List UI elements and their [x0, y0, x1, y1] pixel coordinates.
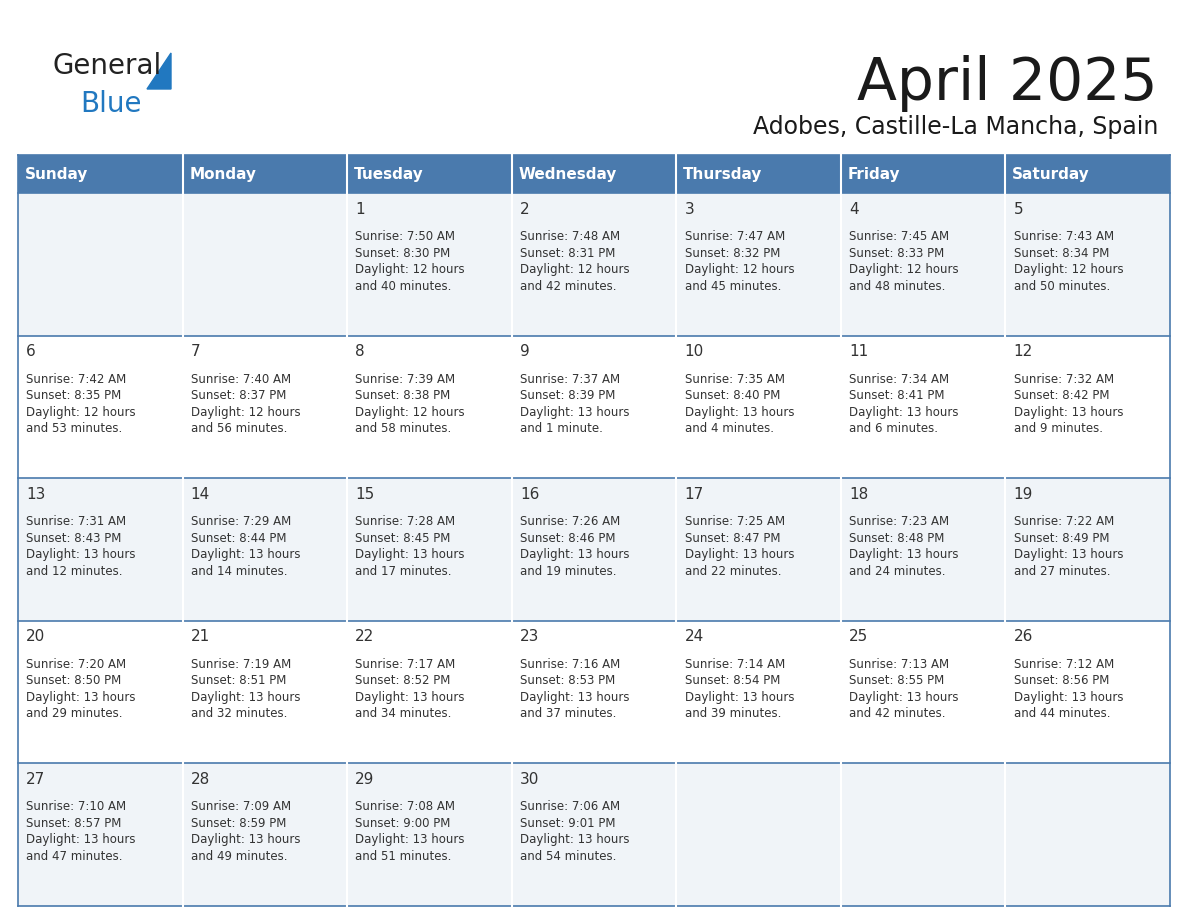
- Text: Sunrise: 7:13 AM
Sunset: 8:55 PM
Daylight: 13 hours
and 42 minutes.: Sunrise: 7:13 AM Sunset: 8:55 PM Dayligh…: [849, 658, 959, 721]
- Text: Sunrise: 7:26 AM
Sunset: 8:46 PM
Daylight: 13 hours
and 19 minutes.: Sunrise: 7:26 AM Sunset: 8:46 PM Dayligh…: [520, 515, 630, 577]
- Text: Sunrise: 7:19 AM
Sunset: 8:51 PM
Daylight: 13 hours
and 32 minutes.: Sunrise: 7:19 AM Sunset: 8:51 PM Dayligh…: [191, 658, 301, 721]
- Text: Sunrise: 7:47 AM
Sunset: 8:32 PM
Daylight: 12 hours
and 45 minutes.: Sunrise: 7:47 AM Sunset: 8:32 PM Dayligh…: [684, 230, 794, 293]
- Bar: [18, 193, 1170, 336]
- Text: Sunrise: 7:31 AM
Sunset: 8:43 PM
Daylight: 13 hours
and 12 minutes.: Sunrise: 7:31 AM Sunset: 8:43 PM Dayligh…: [26, 515, 135, 577]
- Text: 16: 16: [520, 487, 539, 502]
- Text: 25: 25: [849, 630, 868, 644]
- Text: 4: 4: [849, 202, 859, 217]
- Text: Tuesday: Tuesday: [354, 166, 423, 182]
- Text: 21: 21: [191, 630, 210, 644]
- Text: Sunrise: 7:50 AM
Sunset: 8:30 PM
Daylight: 12 hours
and 40 minutes.: Sunrise: 7:50 AM Sunset: 8:30 PM Dayligh…: [355, 230, 465, 293]
- Text: Sunrise: 7:29 AM
Sunset: 8:44 PM
Daylight: 13 hours
and 14 minutes.: Sunrise: 7:29 AM Sunset: 8:44 PM Dayligh…: [191, 515, 301, 577]
- Text: Sunrise: 7:28 AM
Sunset: 8:45 PM
Daylight: 13 hours
and 17 minutes.: Sunrise: 7:28 AM Sunset: 8:45 PM Dayligh…: [355, 515, 465, 577]
- Text: 6: 6: [26, 344, 36, 359]
- Bar: [18, 621, 1170, 764]
- Text: Adobes, Castille-La Mancha, Spain: Adobes, Castille-La Mancha, Spain: [753, 115, 1158, 139]
- Text: 17: 17: [684, 487, 703, 502]
- Text: Sunrise: 7:20 AM
Sunset: 8:50 PM
Daylight: 13 hours
and 29 minutes.: Sunrise: 7:20 AM Sunset: 8:50 PM Dayligh…: [26, 658, 135, 721]
- Text: 24: 24: [684, 630, 703, 644]
- Text: Saturday: Saturday: [1012, 166, 1089, 182]
- Text: Sunrise: 7:14 AM
Sunset: 8:54 PM
Daylight: 13 hours
and 39 minutes.: Sunrise: 7:14 AM Sunset: 8:54 PM Dayligh…: [684, 658, 794, 721]
- Text: Sunrise: 7:37 AM
Sunset: 8:39 PM
Daylight: 13 hours
and 1 minute.: Sunrise: 7:37 AM Sunset: 8:39 PM Dayligh…: [520, 373, 630, 435]
- Text: Sunrise: 7:23 AM
Sunset: 8:48 PM
Daylight: 13 hours
and 24 minutes.: Sunrise: 7:23 AM Sunset: 8:48 PM Dayligh…: [849, 515, 959, 577]
- Text: General: General: [52, 52, 162, 80]
- Text: Sunrise: 7:40 AM
Sunset: 8:37 PM
Daylight: 12 hours
and 56 minutes.: Sunrise: 7:40 AM Sunset: 8:37 PM Dayligh…: [191, 373, 301, 435]
- Text: Sunrise: 7:48 AM
Sunset: 8:31 PM
Daylight: 12 hours
and 42 minutes.: Sunrise: 7:48 AM Sunset: 8:31 PM Dayligh…: [520, 230, 630, 293]
- Bar: [18, 764, 1170, 906]
- Text: 2: 2: [520, 202, 530, 217]
- Text: Sunrise: 7:12 AM
Sunset: 8:56 PM
Daylight: 13 hours
and 44 minutes.: Sunrise: 7:12 AM Sunset: 8:56 PM Dayligh…: [1013, 658, 1123, 721]
- Text: 18: 18: [849, 487, 868, 502]
- Text: 20: 20: [26, 630, 45, 644]
- Text: Sunrise: 7:45 AM
Sunset: 8:33 PM
Daylight: 12 hours
and 48 minutes.: Sunrise: 7:45 AM Sunset: 8:33 PM Dayligh…: [849, 230, 959, 293]
- Text: 9: 9: [520, 344, 530, 359]
- Text: Wednesday: Wednesday: [518, 166, 617, 182]
- Text: 1: 1: [355, 202, 365, 217]
- Text: 8: 8: [355, 344, 365, 359]
- Text: Sunrise: 7:09 AM
Sunset: 8:59 PM
Daylight: 13 hours
and 49 minutes.: Sunrise: 7:09 AM Sunset: 8:59 PM Dayligh…: [191, 800, 301, 863]
- Text: Blue: Blue: [80, 90, 141, 118]
- Text: 28: 28: [191, 772, 210, 787]
- Text: Sunrise: 7:39 AM
Sunset: 8:38 PM
Daylight: 12 hours
and 58 minutes.: Sunrise: 7:39 AM Sunset: 8:38 PM Dayligh…: [355, 373, 465, 435]
- Text: Sunrise: 7:32 AM
Sunset: 8:42 PM
Daylight: 13 hours
and 9 minutes.: Sunrise: 7:32 AM Sunset: 8:42 PM Dayligh…: [1013, 373, 1123, 435]
- Bar: [18, 478, 1170, 621]
- Text: Sunrise: 7:22 AM
Sunset: 8:49 PM
Daylight: 13 hours
and 27 minutes.: Sunrise: 7:22 AM Sunset: 8:49 PM Dayligh…: [1013, 515, 1123, 577]
- Text: 7: 7: [191, 344, 201, 359]
- Text: 26: 26: [1013, 630, 1034, 644]
- Text: Sunday: Sunday: [25, 166, 88, 182]
- Text: April 2025: April 2025: [858, 55, 1158, 112]
- Text: Monday: Monday: [189, 166, 257, 182]
- Text: 23: 23: [520, 630, 539, 644]
- Bar: [18, 155, 1170, 193]
- Text: Sunrise: 7:06 AM
Sunset: 9:01 PM
Daylight: 13 hours
and 54 minutes.: Sunrise: 7:06 AM Sunset: 9:01 PM Dayligh…: [520, 800, 630, 863]
- Polygon shape: [147, 53, 171, 89]
- Text: Sunrise: 7:35 AM
Sunset: 8:40 PM
Daylight: 13 hours
and 4 minutes.: Sunrise: 7:35 AM Sunset: 8:40 PM Dayligh…: [684, 373, 794, 435]
- Text: 12: 12: [1013, 344, 1032, 359]
- Text: Sunrise: 7:25 AM
Sunset: 8:47 PM
Daylight: 13 hours
and 22 minutes.: Sunrise: 7:25 AM Sunset: 8:47 PM Dayligh…: [684, 515, 794, 577]
- Text: Sunrise: 7:16 AM
Sunset: 8:53 PM
Daylight: 13 hours
and 37 minutes.: Sunrise: 7:16 AM Sunset: 8:53 PM Dayligh…: [520, 658, 630, 721]
- Text: 29: 29: [355, 772, 374, 787]
- Text: 22: 22: [355, 630, 374, 644]
- Text: 3: 3: [684, 202, 694, 217]
- Text: 10: 10: [684, 344, 703, 359]
- Text: 5: 5: [1013, 202, 1023, 217]
- Text: 11: 11: [849, 344, 868, 359]
- Bar: [18, 336, 1170, 478]
- Text: Friday: Friday: [847, 166, 901, 182]
- Text: Sunrise: 7:43 AM
Sunset: 8:34 PM
Daylight: 12 hours
and 50 minutes.: Sunrise: 7:43 AM Sunset: 8:34 PM Dayligh…: [1013, 230, 1124, 293]
- Text: Sunrise: 7:17 AM
Sunset: 8:52 PM
Daylight: 13 hours
and 34 minutes.: Sunrise: 7:17 AM Sunset: 8:52 PM Dayligh…: [355, 658, 465, 721]
- Text: 15: 15: [355, 487, 374, 502]
- Text: Sunrise: 7:10 AM
Sunset: 8:57 PM
Daylight: 13 hours
and 47 minutes.: Sunrise: 7:10 AM Sunset: 8:57 PM Dayligh…: [26, 800, 135, 863]
- Text: Sunrise: 7:34 AM
Sunset: 8:41 PM
Daylight: 13 hours
and 6 minutes.: Sunrise: 7:34 AM Sunset: 8:41 PM Dayligh…: [849, 373, 959, 435]
- Text: Sunrise: 7:08 AM
Sunset: 9:00 PM
Daylight: 13 hours
and 51 minutes.: Sunrise: 7:08 AM Sunset: 9:00 PM Dayligh…: [355, 800, 465, 863]
- Text: 27: 27: [26, 772, 45, 787]
- Text: 19: 19: [1013, 487, 1034, 502]
- Text: 30: 30: [520, 772, 539, 787]
- Text: 13: 13: [26, 487, 45, 502]
- Text: Sunrise: 7:42 AM
Sunset: 8:35 PM
Daylight: 12 hours
and 53 minutes.: Sunrise: 7:42 AM Sunset: 8:35 PM Dayligh…: [26, 373, 135, 435]
- Text: Thursday: Thursday: [683, 166, 763, 182]
- Text: 14: 14: [191, 487, 210, 502]
